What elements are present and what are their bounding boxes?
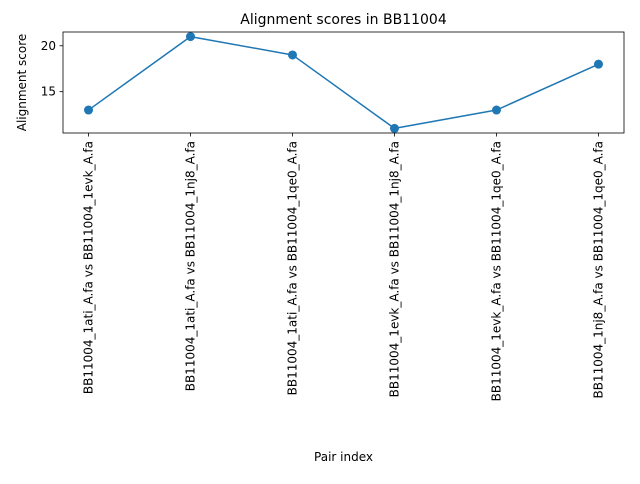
data-point [390, 123, 399, 133]
series-line [88, 35, 599, 130]
y-tick-label: 20 [41, 39, 56, 53]
x-tick-label: BB11004_1ati_A.fa vs BB11004_1nj8_A.fa [184, 141, 198, 391]
chart-title: Alignment scores in BB11004 [240, 12, 447, 28]
y-tick-label: 15 [41, 85, 56, 99]
x-tick-label: BB11004_1ati_A.fa vs BB11004_1qe0_A.fa [286, 141, 300, 395]
x-tick-label: BB11004_1ati_A.fa vs BB11004_1evk_A.fa [82, 141, 96, 394]
x-tick-label: BB11004_1evk_A.fa vs BB11004_1nj8_A.fa [388, 141, 402, 397]
y-axis-label: Alignment score [15, 34, 29, 132]
axes: 15 20 BB11004_1ati_A.fa vs BB11004_1evk_A.… [41, 31, 625, 401]
data-point [186, 32, 195, 42]
data-point [288, 50, 297, 60]
data-point [84, 105, 93, 115]
x-tick-label: BB11004_1nj8_A.fa vs BB11004_1qe0_A.fa [592, 141, 606, 399]
data-point [594, 59, 603, 69]
x-axis-label: Pair index [314, 450, 373, 464]
axes-frame [62, 31, 625, 134]
plot-area [84, 32, 603, 133]
data-point [492, 105, 501, 115]
x-tick-label: BB11004_1evk_A.fa vs BB11004_1qe0_A.fa [490, 141, 504, 401]
